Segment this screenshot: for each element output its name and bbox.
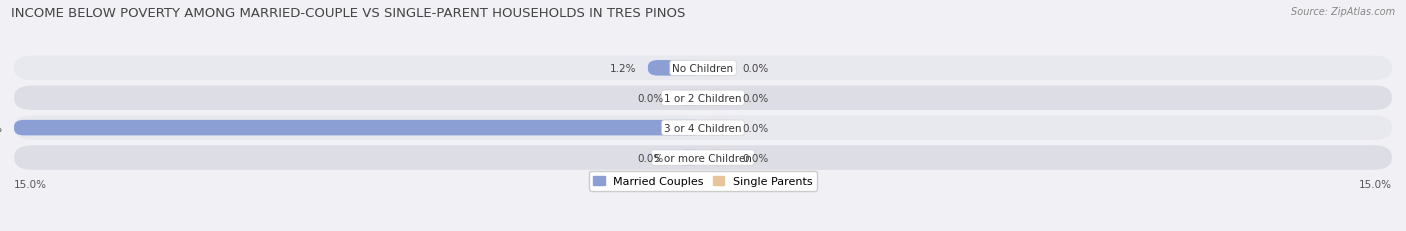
- Text: No Children: No Children: [672, 64, 734, 73]
- Text: 5 or more Children: 5 or more Children: [654, 153, 752, 163]
- Text: 15.0%: 15.0%: [1360, 179, 1392, 189]
- FancyBboxPatch shape: [703, 150, 731, 166]
- FancyBboxPatch shape: [675, 91, 703, 106]
- Text: 0.0%: 0.0%: [742, 153, 768, 163]
- Text: 1.2%: 1.2%: [610, 64, 637, 73]
- FancyBboxPatch shape: [14, 120, 703, 136]
- FancyBboxPatch shape: [14, 146, 1392, 170]
- Legend: Married Couples, Single Parents: Married Couples, Single Parents: [589, 171, 817, 191]
- Text: 1 or 2 Children: 1 or 2 Children: [664, 93, 742, 103]
- Text: 0.0%: 0.0%: [742, 123, 768, 133]
- FancyBboxPatch shape: [675, 150, 703, 166]
- Text: 15.0%: 15.0%: [14, 179, 46, 189]
- Text: Source: ZipAtlas.com: Source: ZipAtlas.com: [1291, 7, 1395, 17]
- FancyBboxPatch shape: [703, 61, 731, 76]
- Text: 3 or 4 Children: 3 or 4 Children: [664, 123, 742, 133]
- FancyBboxPatch shape: [703, 120, 731, 136]
- FancyBboxPatch shape: [14, 86, 1392, 110]
- FancyBboxPatch shape: [648, 61, 703, 76]
- Text: 0.0%: 0.0%: [742, 64, 768, 73]
- FancyBboxPatch shape: [703, 91, 731, 106]
- Text: 15.0%: 15.0%: [0, 123, 3, 133]
- Text: INCOME BELOW POVERTY AMONG MARRIED-COUPLE VS SINGLE-PARENT HOUSEHOLDS IN TRES PI: INCOME BELOW POVERTY AMONG MARRIED-COUPL…: [11, 7, 686, 20]
- FancyBboxPatch shape: [14, 116, 1392, 140]
- Text: 0.0%: 0.0%: [638, 153, 664, 163]
- Text: 0.0%: 0.0%: [638, 93, 664, 103]
- FancyBboxPatch shape: [14, 56, 1392, 81]
- Text: 0.0%: 0.0%: [742, 93, 768, 103]
